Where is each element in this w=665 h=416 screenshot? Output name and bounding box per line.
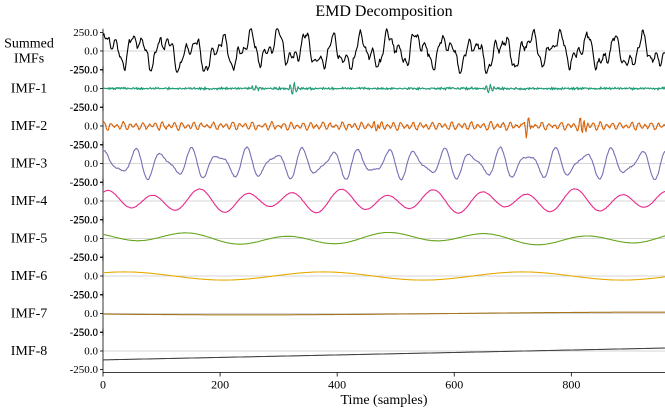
series-label: IMF-3: [11, 157, 48, 172]
chart-title: EMD Decomposition: [315, 3, 452, 20]
series-label: IMF-7: [11, 307, 48, 322]
y-tick-label: 250.0: [73, 290, 98, 302]
x-tick-label: 600: [445, 378, 463, 392]
y-tick-label: 0.0: [84, 158, 98, 170]
series-label: IMF-2: [11, 119, 48, 134]
y-tick-label: -250.0: [70, 364, 99, 376]
y-tick-label: 250.0: [73, 140, 98, 152]
y-tick-label: 0.0: [84, 271, 98, 283]
y-tick-label: 0.0: [84, 196, 98, 208]
y-tick-label: 250.0: [73, 65, 98, 77]
series-label: IMF-1: [11, 82, 48, 97]
series-label: IMF-8: [11, 344, 48, 359]
series-line: [103, 82, 665, 94]
x-tick-label: 0: [100, 378, 106, 392]
imf-panels: -250.0 0.0 250.0 Summed IMFs -250.0 0.0 250.0 IM…: [4, 27, 665, 376]
series-label: Summed IMFs: [4, 37, 54, 67]
series-line: [103, 348, 665, 360]
panel-9: -250.0 0.0 250.0 IMF-8: [11, 327, 665, 376]
y-tick-label: 250.0: [73, 102, 98, 114]
series-line: [103, 118, 665, 138]
y-tick-label: 0.0: [84, 346, 98, 358]
y-tick-label: 250.0: [73, 177, 98, 189]
x-tick-label: 800: [562, 378, 580, 392]
y-tick-label: 250.0: [73, 252, 98, 264]
y-tick-label: 0.0: [84, 83, 98, 95]
x-axis-label: Time (samples): [341, 393, 428, 408]
y-tick-label: 0.0: [84, 46, 98, 58]
y-tick-label: 250.0: [73, 27, 98, 39]
series-label: IMF-6: [11, 269, 48, 284]
x-axis: 0 200 400 600 800: [100, 373, 665, 392]
y-tick-label: 0.0: [84, 121, 98, 133]
series-label: IMF-5: [11, 232, 48, 247]
y-tick-label: 250.0: [73, 327, 98, 339]
y-tick-label: 250.0: [73, 215, 98, 227]
x-tick-label: 200: [211, 378, 229, 392]
series-label: IMF-4: [11, 194, 48, 209]
y-tick-label: 0.0: [84, 233, 98, 245]
y-tick-label: 0.0: [84, 308, 98, 320]
x-tick-label: 400: [328, 378, 346, 392]
